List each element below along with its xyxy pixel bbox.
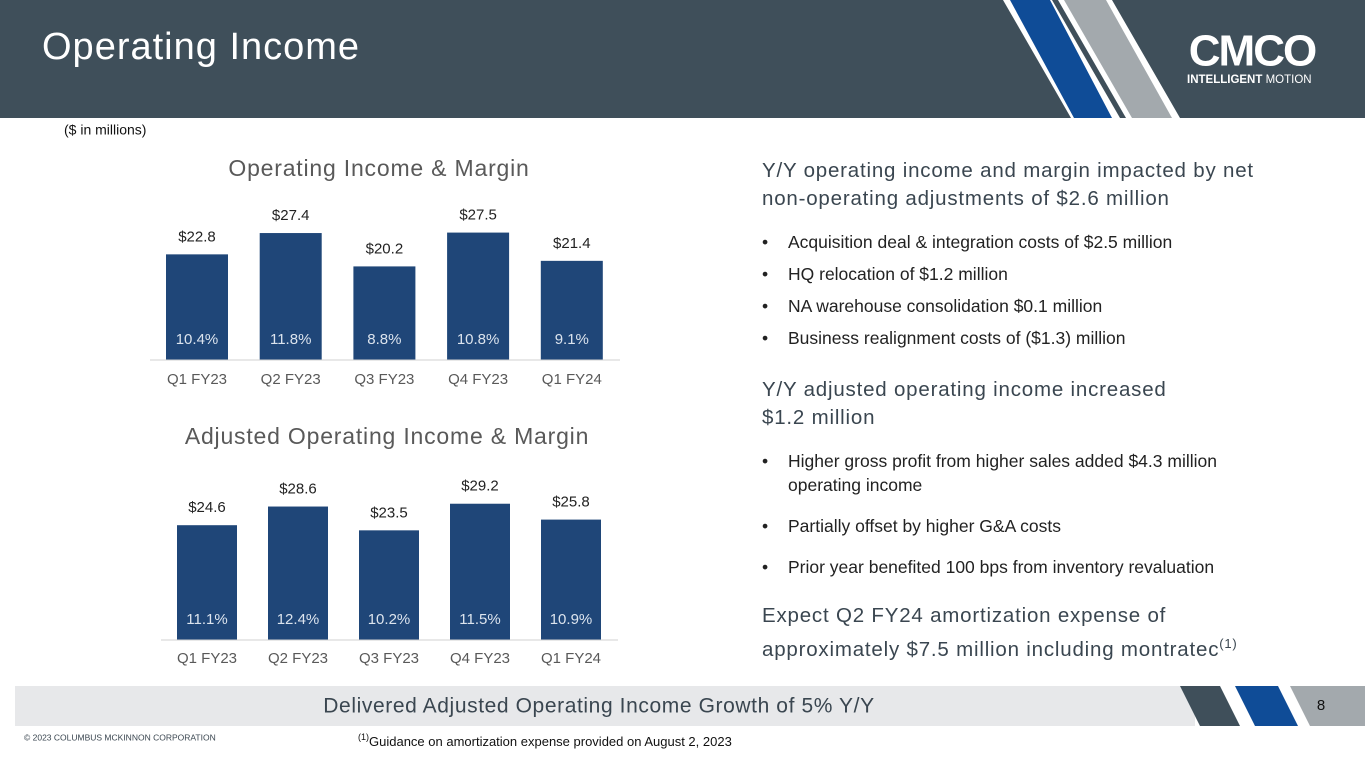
value-label: $21.4 <box>553 235 591 252</box>
bar <box>540 260 603 360</box>
footer-stripe <box>1235 686 1298 726</box>
bullet: • HQ relocation of $1.2 million <box>762 262 1342 286</box>
value-label: $27.5 <box>459 207 497 224</box>
heading-line: approximately $7.5 million including mon… <box>762 636 1238 661</box>
x-tick-label: Q1 FY24 <box>541 650 601 667</box>
bar <box>268 506 328 640</box>
footnote-text: Guidance on amortization expense provide… <box>369 734 732 749</box>
bullet-symbol: • <box>762 232 769 252</box>
x-tick-label: Q1 FY23 <box>177 650 237 667</box>
bar <box>359 530 419 640</box>
x-tick-label: Q2 FY23 <box>268 650 328 667</box>
bullet: • Prior year benefited 100 bps from inven… <box>762 555 1342 579</box>
chart-title: Operating Income & Margin <box>228 155 529 181</box>
footnote: (1)Guidance on amortization expense prov… <box>358 732 732 749</box>
bar <box>353 266 416 360</box>
heading-line: Expect Q2 FY24 amortization expense of <box>762 604 1167 627</box>
bar <box>177 525 237 640</box>
bullet-text: Partially offset by higher G&A costs <box>788 516 1062 536</box>
bullet-symbol: • <box>762 516 769 536</box>
value-label: $27.4 <box>272 207 310 224</box>
value-label: $22.8 <box>178 228 216 245</box>
logo-tagline: INTELLIGENT MOTION <box>1187 74 1312 86</box>
bullet: • NA warehouse consolidation $0.1 million <box>762 294 1342 318</box>
note-ref: (1) <box>1219 636 1238 651</box>
bullet-text: HQ relocation of $1.2 million <box>788 264 1008 284</box>
value-label: $29.2 <box>461 478 499 495</box>
bar <box>166 254 228 360</box>
x-tick-label: Q4 FY23 <box>448 371 508 388</box>
text-section: Y/Y operating income and margin impacted… <box>762 157 1342 350</box>
text-section: Y/Y adjusted operating income increased $… <box>762 376 1342 579</box>
logo-tagline-light: MOTION <box>1266 74 1312 86</box>
section-heading: Expect Q2 FY24 amortization expense of ap… <box>762 602 1342 664</box>
value-label: $25.8 <box>552 494 590 511</box>
margin-label: 10.9% <box>550 611 593 628</box>
logo-tagline-bold: INTELLIGENT <box>1187 74 1262 86</box>
stripe-gray <box>1064 0 1172 118</box>
bullet-symbol: • <box>762 557 769 577</box>
banner-bg <box>15 686 1195 726</box>
margin-label: 8.8% <box>367 331 401 348</box>
margin-label: 11.8% <box>270 331 311 348</box>
margin-label: 10.2% <box>368 611 411 628</box>
bullet-symbol: • <box>762 296 769 316</box>
bullet: • Acquisition deal & integration costs of… <box>762 230 1342 254</box>
units-note: ($ in millions) <box>64 122 146 138</box>
value-label: $24.6 <box>188 499 226 516</box>
bullet: • Partially offset by higher G&A costs <box>762 514 1342 538</box>
bullet: • Business realignment costs of ($1.3) mi… <box>762 326 1342 350</box>
x-tick-label: Q3 FY23 <box>359 650 419 667</box>
charts: Operating Income & Margin $22.8 10.4% Q1 FY… <box>150 155 620 667</box>
page-title: Operating Income <box>42 26 361 68</box>
margin-label: 11.1% <box>186 611 227 628</box>
x-tick-label: Q3 FY23 <box>354 371 414 388</box>
footer-stripe <box>1290 686 1365 726</box>
bullet-symbol: • <box>762 451 769 471</box>
value-label: $28.6 <box>279 481 317 498</box>
bar <box>541 519 601 640</box>
section-heading: Y/Y operating income and margin impacted… <box>762 157 1342 213</box>
bullet-text: Acquisition deal & integration costs of … <box>788 232 1173 252</box>
margin-label: 9.1% <box>555 331 589 348</box>
banner: Delivered Adjusted Operating Income Grow… <box>323 695 874 718</box>
x-tick-label: Q1 FY23 <box>167 371 227 388</box>
stripe-blue <box>1010 0 1112 118</box>
bullet-text: Prior year benefited 100 bps from invent… <box>788 557 1215 577</box>
bar <box>447 232 510 360</box>
copyright: © 2023 COLUMBUS MCKINNON CORPORATION <box>24 732 216 742</box>
value-label: $20.2 <box>366 240 404 257</box>
footer-stripe <box>1180 686 1240 726</box>
margin-label: 11.5% <box>459 611 500 628</box>
heading-line: Y/Y operating income and margin impacted… <box>762 159 1254 182</box>
margin-label: 10.4% <box>176 331 219 348</box>
bullet-text: Higher gross profit from higher sales ad… <box>788 451 1217 495</box>
section-heading: Y/Y adjusted operating income increased $… <box>762 376 1342 432</box>
text-section: Expect Q2 FY24 amortization expense of ap… <box>762 602 1342 664</box>
bullet: • Higher gross profit from higher sales a… <box>762 449 1288 497</box>
x-tick-label: Q2 FY23 <box>261 371 321 388</box>
heading-line: non-operating adjustments of $2.6 millio… <box>762 187 1170 210</box>
bullet-text: Business realignment costs of ($1.3) mil… <box>788 328 1126 348</box>
bar <box>259 233 322 360</box>
footnote-ref: (1) <box>358 732 369 742</box>
heading-line: $1.2 million <box>762 406 876 429</box>
bar <box>450 503 510 640</box>
x-tick-label: Q1 FY24 <box>542 371 602 388</box>
heading-line: Y/Y adjusted operating income increased <box>762 378 1167 401</box>
bullet-symbol: • <box>762 264 769 284</box>
margin-label: 12.4% <box>277 611 320 628</box>
bullet-text: NA warehouse consolidation $0.1 million <box>788 296 1103 316</box>
bullet-symbol: • <box>762 328 769 348</box>
x-tick-label: Q4 FY23 <box>450 650 510 667</box>
logo-mark: CMCO <box>1189 27 1316 76</box>
chart-title: Adjusted Operating Income & Margin <box>185 423 589 449</box>
margin-label: 10.8% <box>457 331 500 348</box>
value-label: $23.5 <box>370 504 408 521</box>
page-number: 8 <box>1317 697 1325 714</box>
